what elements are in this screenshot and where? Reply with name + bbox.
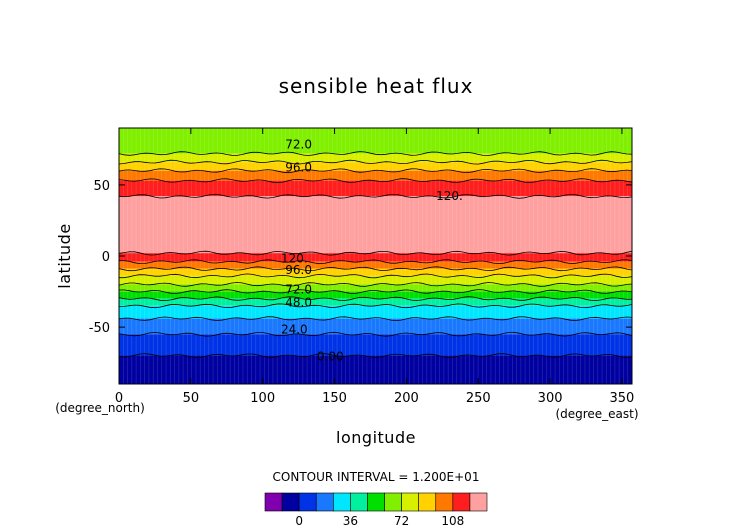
contour-band-15: [119, 334, 632, 356]
x-tick-label-7: 350: [610, 391, 635, 406]
colorbar-cell-12: [469, 492, 488, 512]
contour-band-3: [119, 170, 632, 181]
contour-band-8: [119, 268, 632, 276]
contour-label-6: 48.0: [285, 296, 312, 310]
contour-band-4: [119, 180, 632, 197]
x-tick-label-2: 100: [250, 391, 275, 406]
y-tick-label-2: 50: [93, 179, 110, 194]
contour-band-7: [119, 261, 632, 269]
contour-label-7: 24.0: [281, 323, 308, 337]
contour-lines: [119, 151, 632, 358]
colorbar-cell-6: [367, 492, 385, 512]
contour-label-4: 96.0: [285, 263, 312, 277]
contour-band-9: [119, 275, 632, 285]
contour-label-3: 120.: [281, 251, 308, 265]
contour-line-5: [119, 250, 632, 256]
colorbar: [264, 492, 488, 512]
y-tick-label-1: 0: [102, 250, 110, 265]
contour-line-0: [119, 151, 632, 156]
contour-line-3: [119, 178, 632, 184]
x-tick-label-0: 0: [115, 391, 123, 406]
contour-band-13: [119, 305, 632, 319]
contour-line-10: [119, 289, 632, 294]
contour-line-11: [119, 296, 632, 302]
y-units-label: (degree_north): [55, 401, 145, 415]
y-tick-label-0: -50: [89, 321, 110, 336]
x-tick-label-1: 50: [183, 391, 200, 406]
contour-line-13: [119, 316, 632, 322]
contour-band-11: [119, 291, 632, 299]
colorbar-cell-5: [350, 492, 368, 512]
x-axis-label: longitude: [336, 428, 416, 447]
colorbar-cell-1: [281, 492, 300, 512]
contour-label-8: 0.00: [317, 350, 344, 364]
contour-band-12: [119, 298, 632, 306]
x-tick-label-6: 300: [538, 391, 563, 406]
y-axis-label: latitude: [55, 223, 74, 288]
contour-line-2: [119, 168, 632, 174]
contour-line-12: [119, 303, 632, 309]
colorbar-cell-0: [264, 492, 283, 512]
contour-line-9: [119, 282, 632, 287]
contour-line-6: [119, 259, 632, 265]
contour-line-1: [119, 159, 632, 165]
chart-title: sensible heat flux: [279, 74, 474, 98]
y-axis-ticks: -50 0 50: [89, 179, 632, 336]
colorbar-label-0: 0: [295, 514, 303, 528]
contour-interval-text: CONTOUR INTERVAL = 1.200E+01: [273, 470, 480, 484]
contour-line-7: [119, 266, 632, 272]
colorbar-cell-8: [401, 492, 419, 512]
contour-band-16: [119, 355, 632, 384]
contour-band-10: [119, 284, 632, 292]
colorbar-cell-10: [435, 492, 454, 512]
contour-label-0: 72.0: [285, 138, 312, 152]
contour-label-1: 96.0: [285, 160, 312, 174]
contour-band-1: [119, 153, 632, 163]
colorbar-cell-3: [315, 492, 334, 512]
x-axis-ticks: 0 50 100 150 200 250 300 350: [115, 128, 634, 406]
x-units-label: (degree_east): [555, 407, 638, 421]
contour-label-5: 72.0: [285, 283, 312, 297]
x-tick-label-5: 250: [466, 391, 491, 406]
contour-band-2: [119, 162, 632, 171]
colorbar-cell-2: [298, 492, 317, 512]
colorbar-cell-7: [384, 492, 402, 512]
contour-band-6: [119, 253, 632, 262]
contour-band-0: [119, 128, 632, 154]
contour-line-14: [119, 331, 632, 337]
colorbar-label-3: 108: [441, 514, 464, 528]
colorbar-cell-9: [418, 492, 437, 512]
colorbar-label-2: 72: [394, 514, 409, 528]
x-tick-label-4: 200: [394, 391, 419, 406]
contour-line-4: [119, 193, 632, 199]
contour-line-8: [119, 273, 632, 279]
colorbar-cell-4: [333, 492, 351, 512]
contour-label-2: 120.: [436, 189, 463, 203]
contour-band-5: [119, 196, 632, 254]
colorbar-label-1: 36: [343, 514, 358, 528]
colorbar-labels: 0 36 72 108: [295, 514, 464, 528]
contour-line-15: [119, 353, 632, 358]
x-tick-label-3: 150: [322, 391, 347, 406]
contour-band-14: [119, 318, 632, 335]
colorbar-cell-11: [452, 492, 471, 512]
contour-bands: [119, 128, 632, 384]
